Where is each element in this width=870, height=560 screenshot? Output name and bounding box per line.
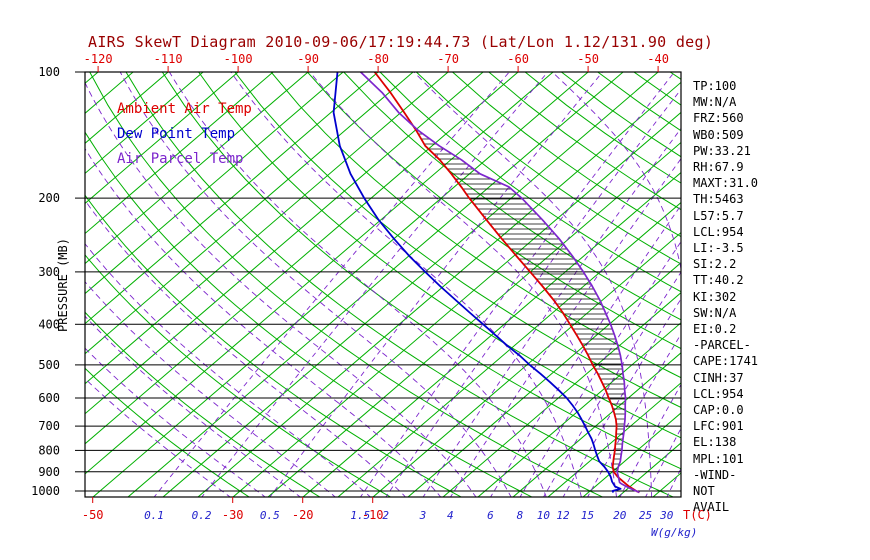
stat-line: L57:5.7 (693, 208, 744, 223)
curve-air-parcel-temp (360, 71, 640, 494)
pressure-tick-label: 200 (38, 191, 60, 205)
mixing-ratio-label: 6 (487, 509, 494, 522)
top-temp-label: -40 (647, 52, 669, 66)
stat-line: CINH:37 (693, 370, 744, 385)
pressure-tick-label: 900 (38, 465, 60, 479)
stat-line: WB0:509 (693, 127, 744, 142)
chart-title: AIRS SkewT Diagram 2010-09-06/17:19:44.7… (88, 33, 714, 51)
stat-line: NOT (693, 484, 715, 499)
stat-line: AVAIL (693, 500, 730, 515)
mixing-ratio-unit: W(g/kg) (651, 526, 697, 539)
stat-line: LCL:954 (693, 386, 744, 401)
stat-line: LFC:901 (693, 419, 744, 434)
mixing-ratio-label: 0.5 (260, 509, 280, 522)
curve-ambient-air-temp (373, 71, 640, 494)
pressure-axis-label: PRESSURE (MB) (56, 238, 70, 332)
pressure-tick-label: 500 (38, 358, 60, 372)
stat-line: -WIND- (693, 467, 737, 482)
bottom-temp-label: -50 (82, 508, 104, 522)
top-temp-label: -120 (84, 52, 113, 66)
top-temp-label: -60 (507, 52, 529, 66)
bottom-temp-label: -10 (362, 508, 384, 522)
stat-line: TH:5463 (693, 192, 744, 207)
pressure-tick-label: 100 (38, 65, 60, 79)
stat-line: EI:0.2 (693, 322, 737, 337)
mixing-ratio-label: 3 (419, 509, 427, 522)
mixing-ratio-label: 10 (537, 509, 551, 522)
legend-ambient-air-temp: Ambient Air Temp (117, 101, 252, 117)
stat-line: SW:N/A (693, 305, 737, 320)
mixing-ratio-label: 2 (382, 509, 389, 522)
pressure-tick-label: 700 (38, 419, 60, 433)
pressure-tick-label: 400 (38, 317, 60, 331)
mixing-ratio-label: 1.5 (350, 509, 370, 522)
mixing-ratio-label: 25 (639, 509, 652, 522)
top-temp-label: -50 (577, 52, 599, 66)
top-temp-label: -110 (154, 52, 183, 66)
stat-line: CAPE:1741 (693, 354, 759, 369)
temp-axis-unit: T(C) (683, 508, 712, 522)
mixing-ratio-label: 8 (517, 509, 524, 522)
stat-line: MAXT:31.0 (693, 176, 759, 191)
mixing-ratio-label: 12 (556, 509, 570, 522)
mixing-ratio-label: 15 (581, 509, 594, 522)
stat-line: MW:N/A (693, 95, 737, 110)
stat-line: TP:100 (693, 79, 737, 93)
plot-frame (84, 71, 682, 498)
top-temp-label: -90 (297, 52, 319, 66)
legend: Ambient Air Temp Dew Point Temp Air Parc… (117, 97, 252, 172)
mixing-ratio-label: 0.1 (144, 509, 164, 522)
stat-line: CAP:0.0 (693, 403, 744, 418)
mixing-ratio-label: 30 (659, 509, 674, 522)
bottom-temp-label: -30 (222, 508, 244, 522)
stat-line: LI:-3.5 (693, 241, 744, 256)
stat-line: TT:40.2 (693, 273, 744, 288)
stat-line: RH:67.9 (693, 160, 744, 175)
stat-line: PW:33.21 (693, 143, 751, 158)
pressure-tick-label: 1000 (31, 484, 60, 498)
stats-panel: TP:100 MW:N/A FRZ:560 WB0:509 PW:33.21 RH:67.… (693, 78, 758, 515)
dry-adiabat-lines (85, 72, 681, 497)
pressure-tick-label: 600 (38, 391, 60, 405)
top-temp-label: -100 (224, 52, 253, 66)
mixing-ratio-label: 0.2 (192, 509, 212, 522)
stat-line: KI:302 (693, 289, 737, 304)
legend-air-parcel-temp: Air Parcel Temp (117, 151, 244, 167)
bottom-temp-label: -20 (292, 508, 314, 522)
stat-line: SI:2.2 (693, 257, 737, 272)
curve-dew-point-temp (332, 71, 622, 493)
stat-line: -PARCEL- (693, 338, 751, 353)
stat-line: EL:138 (693, 435, 737, 450)
mixing-ratio-label: 20 (613, 509, 627, 522)
mixing-ratio-lines (153, 72, 681, 497)
stat-line: MPL:101 (693, 451, 744, 466)
top-temp-label: -70 (437, 52, 459, 66)
pressure-tick-label: 300 (38, 265, 60, 279)
stat-line: FRZ:560 (693, 111, 744, 126)
pressure-tick-label: 800 (38, 443, 60, 457)
stat-line: LCL:954 (693, 224, 744, 239)
top-temp-label: -80 (367, 52, 389, 66)
cape-hatching (418, 133, 626, 470)
legend-dew-point-temp: Dew Point Temp (117, 126, 236, 142)
mixing-ratio-label: 4 (447, 509, 454, 522)
